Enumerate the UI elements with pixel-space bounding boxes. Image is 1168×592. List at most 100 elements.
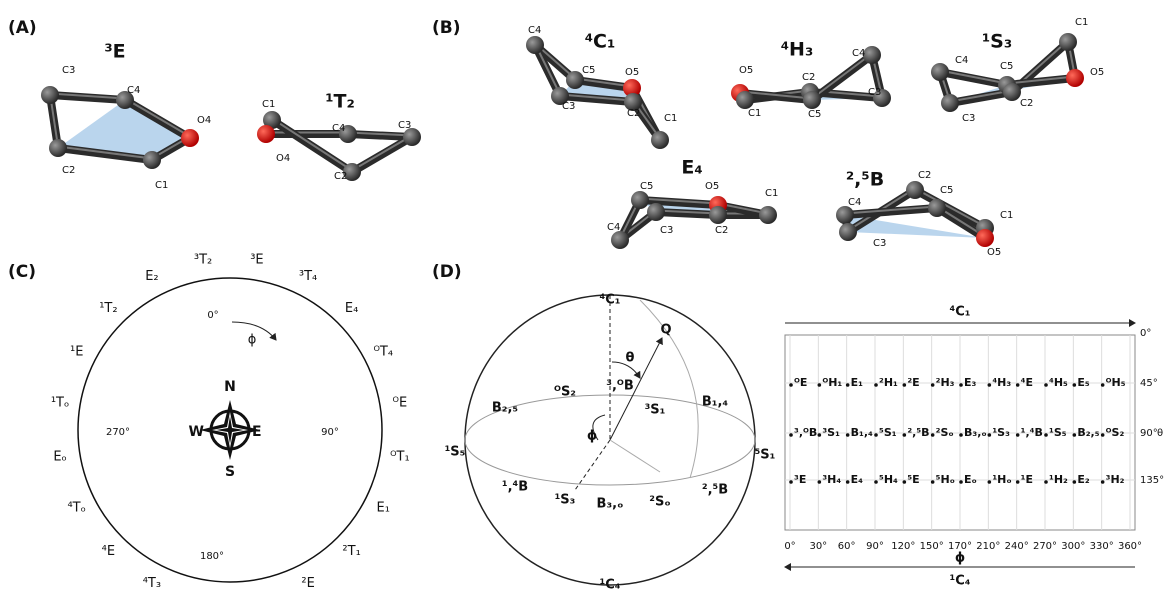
atom-label: C1 [765, 188, 778, 199]
bond [352, 137, 412, 172]
molecule-title: E₄ [681, 157, 702, 179]
sphere-label: ²Sₒ [649, 495, 670, 510]
molecule-title: ²,⁵B [846, 169, 884, 191]
map-x-tick: 330° [1090, 541, 1114, 552]
map-item: ³H₂ [1106, 473, 1125, 486]
atom [1059, 33, 1077, 51]
atom [651, 131, 669, 149]
map-item: ³E [794, 473, 806, 486]
atom-label: O5 [987, 247, 1001, 258]
map-item: ⁴E [1021, 376, 1033, 389]
atom-label: O5 [739, 65, 753, 76]
atom [941, 94, 959, 112]
map-x-tick: 270° [1033, 541, 1057, 552]
atom [928, 199, 946, 217]
atom-label: C3 [868, 87, 881, 98]
atom-label: C4 [607, 222, 620, 233]
wheel-angle: 270° [106, 427, 130, 438]
atom [931, 63, 949, 81]
map-x-tick: 210° [976, 541, 1000, 552]
map-dot [1016, 480, 1020, 484]
atom [631, 191, 649, 209]
wheel-label: ³T₂ [194, 253, 212, 268]
compass-letter: S [225, 464, 235, 480]
bond [940, 72, 1007, 85]
atom [836, 206, 854, 224]
map-item: E₅ [1077, 376, 1090, 389]
map-item: E₃ [964, 376, 977, 389]
atom [1003, 83, 1021, 101]
sphere-label: ³S₁ [645, 403, 666, 418]
atom-label: C4 [127, 85, 140, 96]
map-dot [846, 383, 850, 387]
atom-label: C4 [848, 197, 861, 208]
map-y-label: θ [1157, 428, 1163, 439]
atom-label: C3 [660, 225, 673, 236]
map-dot [874, 383, 878, 387]
atom [1066, 69, 1084, 87]
map-item: ⁴H₅ [1049, 376, 1068, 389]
atom [143, 151, 161, 169]
map-bottom: ¹C₄ [950, 574, 971, 589]
wheel-angle: 0° [207, 310, 218, 321]
atom-label: C4 [528, 25, 541, 36]
map-dot [789, 383, 793, 387]
sphere-label: ¹S₅ [445, 445, 466, 460]
atom-label: C5 [940, 185, 953, 196]
map-dot [1101, 383, 1105, 387]
atom [839, 223, 857, 241]
map-row-angle: 135° [1140, 475, 1164, 486]
atom-label: C1 [1000, 210, 1013, 221]
map-x-tick: 0° [784, 541, 795, 552]
atom [863, 46, 881, 64]
map-x-tick: 240° [1005, 541, 1029, 552]
wheel-label: E₂ [145, 269, 158, 284]
wheel-label: ¹E [70, 344, 83, 359]
wheel-label: ⁴T₃ [143, 576, 161, 591]
map-item: E₄ [851, 473, 864, 486]
map-dot [959, 433, 963, 437]
map-item: B₃,ₒ [964, 426, 987, 439]
map-dot [789, 480, 793, 484]
map-dot [988, 480, 992, 484]
atom-label: C3 [962, 113, 975, 124]
wheel-label: ²T₁ [342, 544, 360, 559]
atom-label: C2 [918, 170, 931, 181]
map-item: ³H₄ [822, 473, 841, 486]
map-item: ⁵S₁ [879, 426, 897, 439]
atom-label: C3 [62, 65, 75, 76]
molecule-title: ⁴H₃ [781, 39, 814, 61]
map-row-angle: 45° [1140, 378, 1158, 389]
map-x-label: ϕ [955, 551, 965, 566]
map-item: ¹,⁴B [1021, 426, 1043, 439]
map-dot [931, 433, 935, 437]
atom [803, 91, 821, 109]
atom-label: C2 [627, 108, 640, 119]
map-dot [1016, 433, 1020, 437]
atom-label: O5 [705, 181, 719, 192]
atom-label: C5 [808, 109, 821, 120]
map-dot [874, 480, 878, 484]
wheel-label: ³E [250, 253, 263, 268]
molecule-title: ⁴C₁ [585, 31, 616, 53]
wheel-label: ²E [301, 576, 314, 591]
map-dot [1044, 480, 1048, 484]
map-item: ᴼS₂ [1106, 426, 1125, 439]
compass-letter: N [224, 379, 236, 395]
map-dot [1101, 480, 1105, 484]
map-dot [1073, 433, 1077, 437]
molecule-title: ³E [104, 41, 125, 63]
map-dot [1073, 383, 1077, 387]
molecule: C2C4C5C1C3O5²,⁵B [836, 169, 1013, 259]
atom-label: C3 [562, 101, 575, 112]
map-item: ⁵E [907, 473, 919, 486]
figure: (A)(B)(C)(D)C3C4O4C1C2³EC1O4C4C3C2¹T₂C4C… [0, 0, 1168, 592]
map-item: Eₒ [964, 473, 977, 486]
molecule: C4C5O5C3C2C1⁴C₁ [526, 25, 677, 149]
map-item: ³S₁ [822, 426, 840, 439]
map-top-angle: 0° [1140, 328, 1151, 339]
